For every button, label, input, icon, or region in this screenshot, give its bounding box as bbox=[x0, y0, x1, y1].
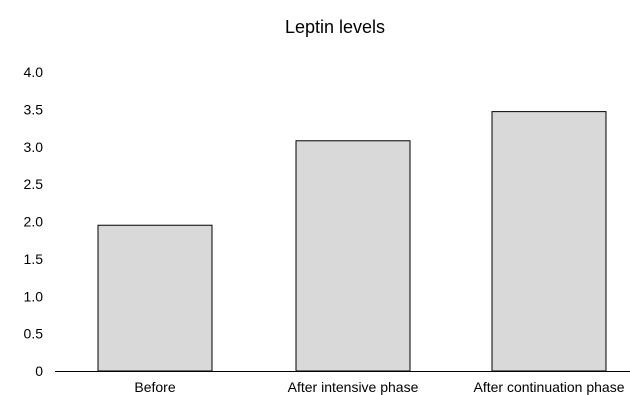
y-tick-label: 2.5 bbox=[24, 176, 44, 192]
y-tick-label: 3.0 bbox=[24, 139, 44, 155]
y-tick-label: 4.0 bbox=[24, 64, 44, 80]
y-tick-label: 2.0 bbox=[24, 214, 44, 230]
x-category-label: After intensive phase bbox=[288, 379, 419, 395]
y-axis: 0 0.5 1.0 1.5 2.0 2.5 3.0 3.5 4.0 bbox=[24, 64, 44, 379]
x-axis: Before After intensive phase After continu… bbox=[55, 371, 630, 395]
bar-3 bbox=[491, 111, 607, 372]
y-tick-label: 0 bbox=[35, 363, 43, 379]
y-tick-label: 1.5 bbox=[24, 251, 44, 267]
bars bbox=[97, 111, 607, 372]
y-tick-label: 0.5 bbox=[24, 326, 44, 342]
x-category-label: After continuation phase bbox=[474, 379, 625, 395]
bar-2 bbox=[295, 140, 411, 372]
x-category-label: Before bbox=[134, 379, 175, 395]
bar-1 bbox=[97, 224, 213, 372]
chart-title: Leptin levels bbox=[285, 17, 385, 37]
y-tick-label: 3.5 bbox=[24, 101, 44, 117]
y-tick-label: 1.0 bbox=[24, 288, 44, 304]
